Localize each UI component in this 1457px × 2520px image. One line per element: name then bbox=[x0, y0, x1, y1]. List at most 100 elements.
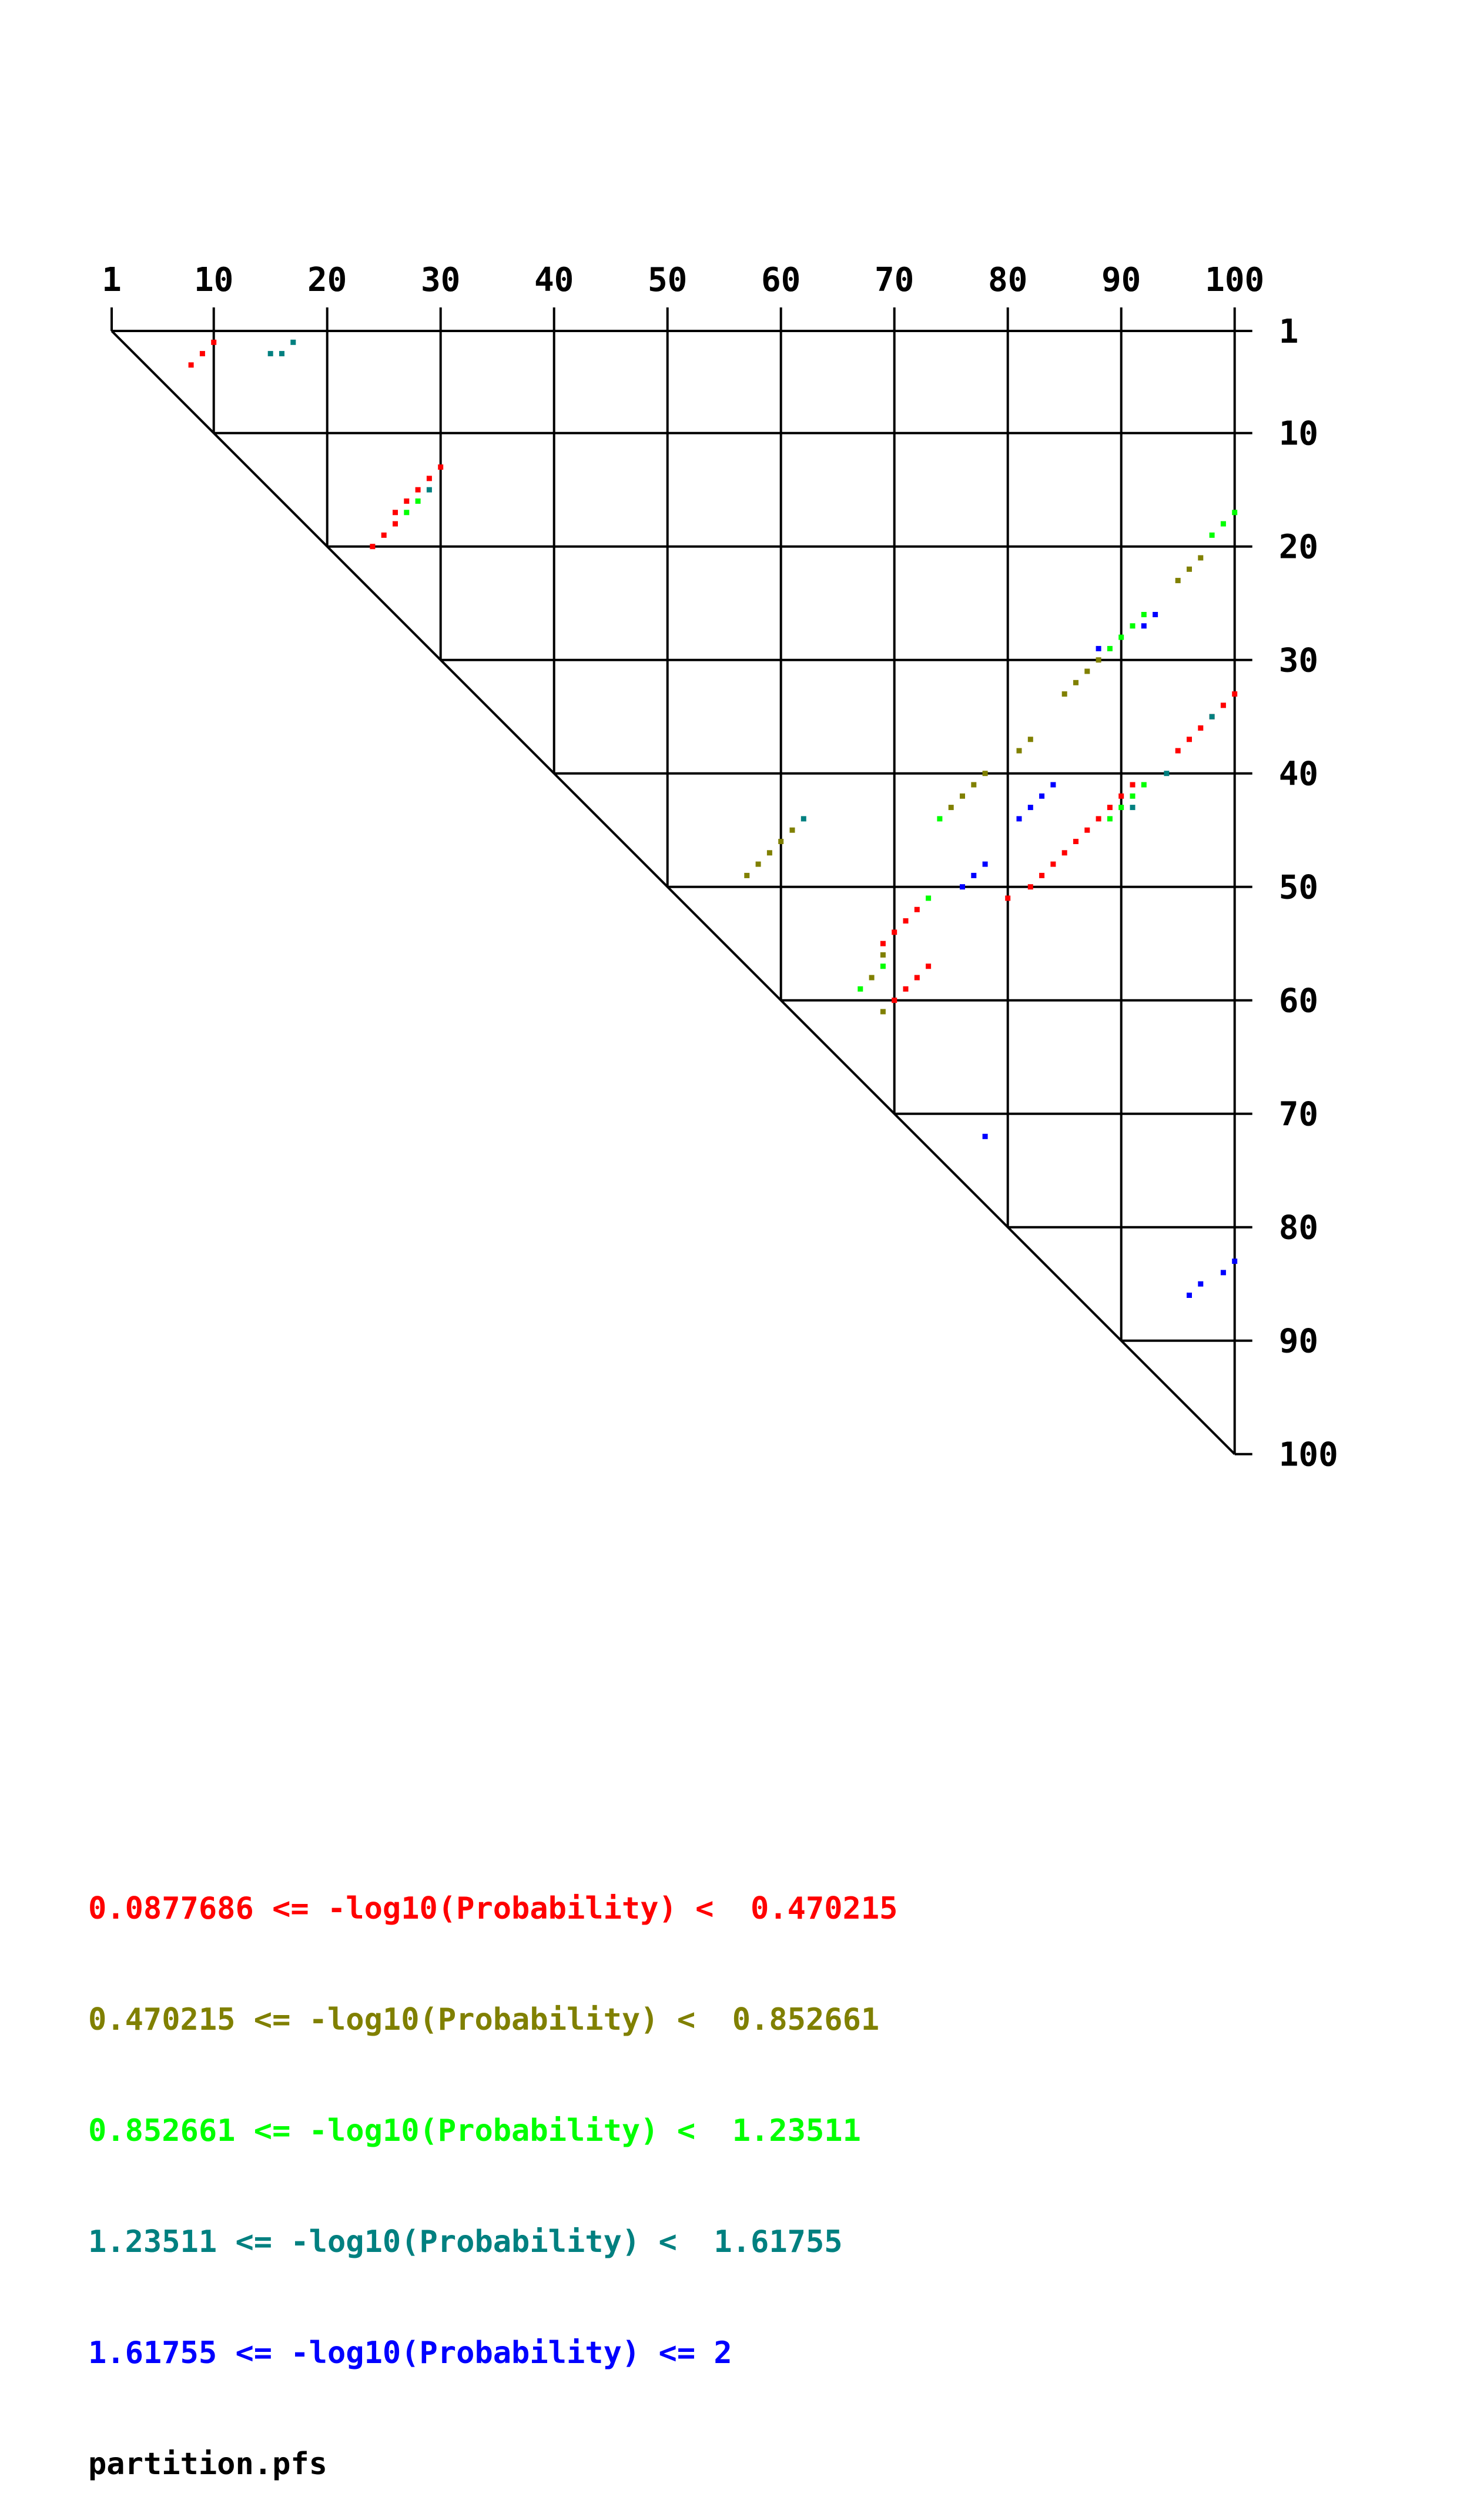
x-tick-label-80: 80 bbox=[988, 261, 1027, 299]
pair-point-55-69 bbox=[880, 941, 886, 946]
pair-point-43-90 bbox=[1118, 805, 1124, 811]
pair-point-15-29 bbox=[426, 487, 432, 493]
pair-point-85-97 bbox=[1198, 1281, 1204, 1287]
pair-point-52-72 bbox=[914, 906, 920, 912]
pair-point-61-69 bbox=[880, 1009, 886, 1015]
x-tick-label-30: 30 bbox=[421, 261, 460, 299]
pair-point-53-71 bbox=[903, 918, 909, 924]
pair-point-86-96 bbox=[1187, 1293, 1192, 1298]
pair-point-34-99 bbox=[1220, 702, 1226, 708]
pair-point-41-77 bbox=[971, 782, 977, 788]
y-tick-label-40: 40 bbox=[1279, 755, 1318, 794]
pair-point-49-57 bbox=[744, 872, 750, 878]
pair-point-17-100 bbox=[1232, 510, 1238, 516]
legend-entry-2: 0.470215 <= -log10(Probability) < 0.8526… bbox=[88, 2002, 880, 2037]
pair-point-50-82 bbox=[1027, 884, 1033, 890]
y-tick-label-100: 100 bbox=[1279, 1436, 1338, 1474]
x-tick-label-1: 1 bbox=[102, 261, 122, 299]
pair-point-2-10 bbox=[211, 339, 217, 345]
y-tick-label-10: 10 bbox=[1279, 415, 1318, 453]
pair-point-41-92 bbox=[1141, 782, 1147, 788]
pair-point-26-93 bbox=[1153, 612, 1158, 617]
pair-point-13-30 bbox=[438, 464, 444, 470]
pair-point-60-70 bbox=[892, 998, 897, 1003]
pair-point-27-91 bbox=[1130, 623, 1136, 629]
pair-point-16-28 bbox=[415, 498, 421, 504]
pair-point-33-100 bbox=[1232, 691, 1238, 697]
y-tick-label-90: 90 bbox=[1279, 1323, 1318, 1361]
pair-point-44-89 bbox=[1107, 816, 1113, 822]
pair-point-19-98 bbox=[1209, 532, 1215, 538]
pair-point-35-98 bbox=[1209, 714, 1215, 719]
y-tick-label-20: 20 bbox=[1279, 528, 1318, 567]
pair-point-29-89 bbox=[1107, 645, 1113, 651]
pair-point-29-88 bbox=[1096, 645, 1101, 651]
x-tick-label-40: 40 bbox=[534, 261, 574, 299]
pair-point-57-73 bbox=[926, 963, 932, 969]
file-name-label: partition.pfs bbox=[88, 2447, 327, 2482]
pair-point-51-73 bbox=[926, 895, 932, 901]
pair-point-44-62 bbox=[800, 816, 806, 822]
pair-point-59-67 bbox=[858, 986, 863, 992]
x-tick-labels: 1 10 20 30 40 50 60 70 80 90 100 bbox=[102, 261, 1264, 299]
pair-point-16-27 bbox=[404, 498, 410, 504]
pair-point-3-9 bbox=[199, 351, 205, 357]
pair-point-37-82 bbox=[1027, 737, 1033, 742]
pair-point-27-92 bbox=[1141, 623, 1147, 629]
pair-point-38-81 bbox=[1016, 748, 1022, 754]
pair-point-18-26 bbox=[393, 521, 398, 527]
x-tick-label-60: 60 bbox=[761, 261, 800, 299]
pair-point-44-74 bbox=[937, 816, 943, 822]
pair-point-46-60 bbox=[778, 839, 784, 844]
pair-point-51-80 bbox=[1005, 895, 1011, 901]
pair-point-38-95 bbox=[1175, 748, 1181, 754]
pair-point-45-87 bbox=[1084, 827, 1090, 833]
pair-point-72-78 bbox=[982, 1133, 988, 1139]
pair-point-3-16 bbox=[279, 351, 284, 357]
pair-point-46-86 bbox=[1073, 839, 1078, 844]
pair-point-20-24 bbox=[370, 544, 376, 550]
x-tick-label-70: 70 bbox=[875, 261, 914, 299]
pair-point-49-83 bbox=[1039, 872, 1045, 878]
x-tick-label-100: 100 bbox=[1205, 261, 1264, 299]
pair-point-56-69 bbox=[880, 952, 886, 958]
pair-point-57-69 bbox=[880, 963, 886, 969]
pair-point-30-88 bbox=[1096, 657, 1101, 663]
pair-point-42-76 bbox=[960, 793, 965, 799]
pair-point-18-99 bbox=[1220, 521, 1226, 527]
pair-point-42-90 bbox=[1118, 793, 1124, 799]
pair-point-58-68 bbox=[869, 975, 875, 980]
pair-point-26-92 bbox=[1141, 612, 1147, 617]
y-tick-label-30: 30 bbox=[1279, 642, 1318, 680]
x-tick-label-10: 10 bbox=[194, 261, 233, 299]
pair-point-54-70 bbox=[892, 929, 897, 935]
pair-point-43-89 bbox=[1107, 805, 1113, 811]
pair-point-33-85 bbox=[1061, 691, 1067, 697]
pair-point-59-71 bbox=[903, 986, 909, 992]
pair-point-48-78 bbox=[982, 861, 988, 867]
pair-point-3-15 bbox=[267, 351, 273, 357]
pair-point-15-28 bbox=[415, 487, 421, 493]
x-tick-label-90: 90 bbox=[1101, 261, 1141, 299]
pair-point-23-95 bbox=[1175, 578, 1181, 584]
pair-point-2-17 bbox=[290, 339, 296, 345]
pair-point-47-85 bbox=[1061, 850, 1067, 856]
pair-point-48-58 bbox=[755, 861, 761, 867]
pair-point-32-86 bbox=[1073, 680, 1078, 685]
pair-point-43-75 bbox=[948, 805, 954, 811]
pair-point-37-96 bbox=[1187, 737, 1192, 742]
pair-point-44-81 bbox=[1016, 816, 1022, 822]
pair-point-41-84 bbox=[1050, 782, 1056, 788]
pair-point-45-61 bbox=[789, 827, 795, 833]
diagonal-line bbox=[110, 330, 1236, 1455]
pair-point-48-84 bbox=[1050, 861, 1056, 867]
grid-layer bbox=[110, 307, 1252, 1455]
probability-points bbox=[188, 339, 1238, 1298]
legend-entry-1: 0.0877686 <= -log10(Probability) < 0.470… bbox=[88, 1891, 898, 1926]
pair-point-40-94 bbox=[1164, 771, 1170, 777]
legend-entry-5: 1.61755 <= -log10(Probability) <= 2 bbox=[88, 2335, 732, 2371]
y-tick-label-60: 60 bbox=[1279, 982, 1318, 1020]
pair-point-22-96 bbox=[1187, 566, 1192, 572]
x-tick-label-50: 50 bbox=[648, 261, 687, 299]
legend-entry-4: 1.23511 <= -log10(Probability) < 1.61755 bbox=[88, 2224, 843, 2260]
